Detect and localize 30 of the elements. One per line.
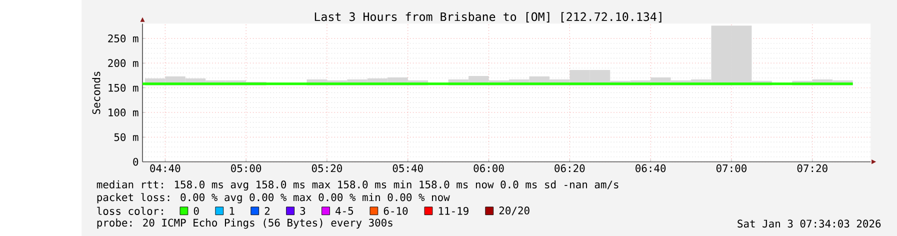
y-tick-label: 100 m (108, 108, 138, 116)
text: median rtt: 158.0 ms avg 158.0 ms max 158.0 ms min 158.0 ms now 0.0 ms sd -nan am/s (96, 180, 618, 190)
y-axis-title: Seconds (92, 72, 100, 114)
text: probe: 20 ICMP Echo Pings (56 Bytes) every 300s (97, 218, 392, 229)
x-tick-label: 07:00 (716, 164, 746, 172)
legend-label: 6-10 (384, 206, 408, 215)
y-tick-label: 50 m (114, 133, 138, 141)
x-tick-label: 05:20 (312, 164, 342, 172)
legend-label: 3 (300, 206, 306, 215)
x-tick-label: 06:00 (474, 164, 504, 172)
x-tick-label: 07:20 (797, 164, 828, 172)
text: packet loss: 0.00 % avg 0.00 % max 0.00 % min 0.00 % now (97, 192, 450, 204)
legend-label: 11-19 (439, 206, 468, 215)
y-tick-label: 200 m (108, 59, 138, 67)
legend-label: 0 (194, 206, 199, 215)
x-tick-label: 05:40 (392, 164, 423, 172)
legend-label: 1 (230, 206, 234, 215)
y-tick-label: 0 (133, 158, 138, 166)
x-tick-label: 05:00 (231, 164, 262, 172)
legend-label: 2 (264, 206, 270, 215)
legend-title: loss color: (97, 206, 163, 215)
y-tick-label: 150 m (108, 84, 138, 92)
chart-title: Last 3 Hours from Brisbane to [OM] [212.72.10.134] (314, 12, 662, 22)
text: Sat Jan 3 07:34:03 2026 (738, 220, 881, 228)
x-tick-label: 04:40 (150, 164, 180, 172)
y-tick-label: 250 m (108, 34, 138, 42)
legend-label: 4-5 (336, 206, 354, 215)
x-tick-label: 06:40 (636, 164, 666, 172)
x-tick-label: 06:20 (554, 164, 585, 172)
legend-label: 20/20 (499, 206, 530, 216)
